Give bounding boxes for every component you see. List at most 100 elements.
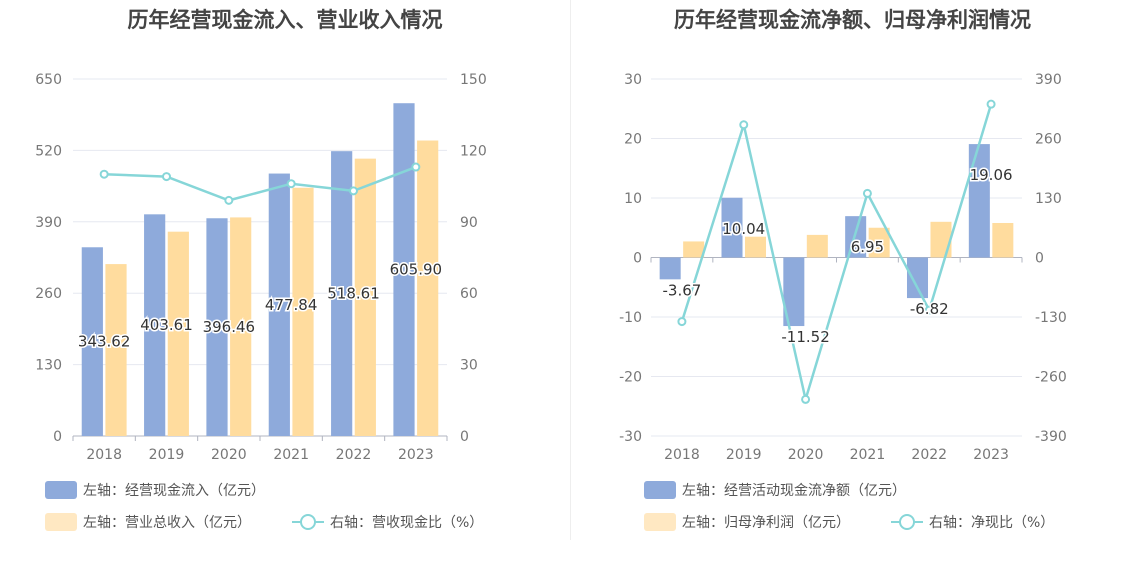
bar-data-label: 403.61	[140, 316, 193, 334]
bar-data-label: -6.82	[910, 300, 949, 318]
legend-label: 左轴：营业总收入（亿元）	[83, 515, 251, 531]
legend-label: 右轴：营收现金比（%）	[330, 515, 484, 531]
y-right-tick-label: -260	[1035, 370, 1067, 386]
x-tick-label: 2022	[911, 447, 947, 463]
y-left-tick-label: 30	[624, 72, 642, 88]
bar-secondary	[930, 221, 952, 258]
bar-primary	[659, 257, 681, 280]
legend-label: 左轴：归母净利润（亿元）	[682, 515, 850, 531]
y-left-tick-label: 20	[624, 132, 642, 148]
chart-panel-netcash-profit: 历年经营现金流净额、归母净利润情况 -30 -20 -10 0 10 20 30 -390 -2…	[571, 0, 1134, 582]
y-left-tick-label: 650	[35, 72, 62, 88]
y-right-tick-label: 30	[460, 358, 478, 374]
legend-item-cash-ratio[interactable]: 右轴：营收现金比（%）	[292, 512, 483, 532]
y-left-tick-label: 0	[53, 429, 62, 445]
bar-data-label: 19.06	[970, 166, 1013, 184]
legend-label: 右轴：净现比（%）	[929, 515, 1055, 531]
bar-secondary	[105, 264, 127, 436]
bar-primary	[144, 214, 166, 436]
chart-svg-netcash-profit: -30 -20 -10 0 10 20 30 -390 -260 -130 0 130 260 390 20…	[619, 72, 1067, 463]
y-right-tick-label: 390	[1035, 72, 1062, 88]
y-right-tick-label: 0	[1035, 251, 1044, 267]
legend-label: 左轴：经营活动现金流净额（亿元）	[682, 483, 906, 499]
y-right-tick-label: 260	[1035, 132, 1062, 148]
y-left-tick-label: -10	[619, 310, 642, 326]
y-left-tick-label: 260	[35, 286, 62, 302]
bar-primary	[721, 197, 743, 258]
bar-secondary	[806, 234, 828, 258]
bar-primary	[393, 103, 415, 437]
line-point	[224, 195, 234, 205]
x-tick-label: 2019	[726, 447, 762, 463]
x-tick-label: 2022	[336, 447, 372, 463]
bar-data-label: 343.62	[78, 333, 131, 351]
bar-data-label: 396.46	[203, 318, 256, 336]
bar-primary	[81, 247, 103, 436]
line-point	[677, 317, 687, 327]
line-point	[862, 188, 872, 198]
chart-panel-cashflow-revenue: 历年经营现金流入、营业收入情况 0 130 260 390 520 650 0 30 60 90 1…	[35, 8, 487, 532]
x-tick-label: 2023	[398, 447, 434, 463]
x-tick-label: 2019	[149, 447, 185, 463]
y-right-tick-label: 0	[460, 429, 469, 445]
line-point	[411, 162, 421, 172]
legend-swatch-line-icon	[891, 513, 923, 531]
y-right-tick-label: -130	[1035, 310, 1067, 326]
legend-item-net-cash-ratio[interactable]: 右轴：净现比（%）	[891, 512, 1054, 532]
y-left-tick-label: -20	[619, 370, 642, 386]
legend-item-net-cashflow[interactable]: 左轴：经营活动现金流净额（亿元）	[644, 480, 906, 500]
y-left-tick-label: 390	[35, 215, 62, 231]
y-left-tick-label: 0	[633, 251, 642, 267]
y-right-tick-label: -390	[1035, 429, 1067, 445]
y-left-tick-label: -30	[619, 429, 642, 445]
y-left-tick-label: 520	[35, 143, 62, 159]
bar-secondary	[417, 140, 439, 436]
y-right-tick-label: 130	[1035, 191, 1062, 207]
line-point	[162, 172, 171, 182]
bar-data-label: 477.84	[265, 296, 318, 314]
bar-secondary	[992, 222, 1014, 258]
y-right-tick-label: 90	[460, 215, 478, 231]
bar-data-label: -11.52	[781, 328, 829, 346]
bar-primary	[206, 218, 228, 436]
bar-data-label: 6.95	[851, 238, 884, 256]
y-left-tick-label: 10	[624, 191, 642, 207]
chart-title: 历年经营现金流入、营业收入情况	[127, 8, 443, 32]
line-series	[104, 165, 417, 202]
chart-svg-cashflow-revenue: 0 130 260 390 520 650 0 30 60 90 120 150 2018 2019 202…	[35, 72, 487, 463]
bar-primary	[331, 151, 353, 436]
bar-primary	[906, 257, 929, 299]
bar-secondary	[868, 227, 890, 258]
x-tick-label: 2023	[973, 447, 1009, 463]
legend-swatch-bar-icon	[45, 513, 77, 531]
bar-secondary	[683, 241, 705, 258]
y-right-tick-label: 60	[460, 286, 478, 302]
legend-swatch-bar-icon	[644, 513, 676, 531]
bar-secondary	[230, 217, 252, 436]
legend-item-revenue[interactable]: 左轴：营业总收入（亿元）	[45, 512, 251, 532]
line-point	[99, 169, 109, 179]
legend-item-net-profit[interactable]: 左轴：归母净利润（亿元）	[644, 512, 850, 532]
line-point	[739, 120, 749, 130]
bar-primary	[968, 144, 990, 258]
legend-swatch-bar-icon	[644, 481, 676, 499]
line-point	[349, 186, 358, 196]
line-series	[680, 103, 993, 405]
x-tick-label: 2018	[664, 447, 700, 463]
x-tick-label: 2020	[211, 447, 247, 463]
y-left-tick-label: 130	[35, 358, 62, 374]
legend-swatch-bar-icon	[45, 481, 77, 499]
legend-swatch-line-icon	[292, 513, 324, 531]
bar-data-label: 518.61	[327, 285, 380, 303]
bar-data-label: -3.67	[663, 281, 702, 299]
bar-primary	[268, 173, 290, 436]
y-right-tick-label: 150	[460, 72, 487, 88]
bar-data-label: 605.90	[390, 261, 443, 279]
bar-secondary	[354, 158, 376, 436]
x-tick-label: 2020	[788, 447, 824, 463]
line-point	[286, 179, 296, 189]
legend-label: 左轴：经营现金流入（亿元）	[83, 483, 265, 499]
legend-item-cash-inflow[interactable]: 左轴：经营现金流入（亿元）	[45, 480, 265, 500]
line-point	[924, 305, 934, 315]
x-tick-label: 2021	[273, 447, 309, 463]
